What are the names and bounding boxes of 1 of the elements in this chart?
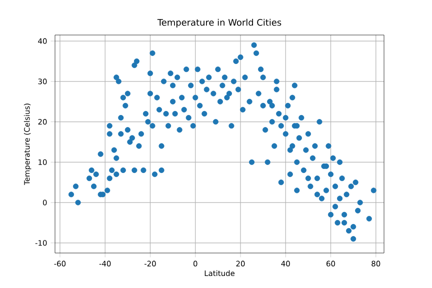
- chart-title: Temperature in World Cities: [157, 18, 282, 28]
